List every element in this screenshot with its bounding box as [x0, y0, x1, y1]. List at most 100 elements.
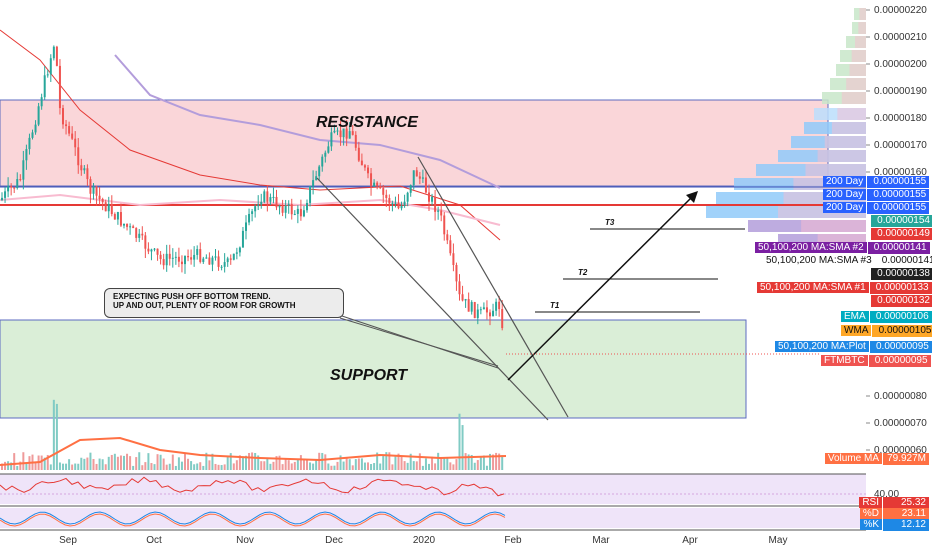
volume-bar [217, 464, 220, 470]
candle-body [55, 46, 58, 66]
volume-bar [275, 456, 278, 470]
candle-body [37, 106, 40, 125]
volume-bar [482, 455, 485, 470]
candle-body [165, 253, 168, 266]
indicator-tag-label: %D [859, 508, 882, 519]
volume-bar [382, 455, 385, 470]
volume-bar [65, 463, 68, 470]
candle-body [278, 205, 281, 208]
candle-body [418, 176, 421, 179]
volume-bar [116, 456, 119, 470]
price-tick-label: 0.00000170 [874, 140, 927, 151]
volume-bar [180, 461, 183, 470]
price-tag-label: FTMBTC [821, 355, 868, 366]
candle-body [52, 46, 55, 59]
candle-body [467, 299, 470, 312]
volume-bar [132, 465, 135, 470]
price-tag: 0.00000149 [868, 228, 932, 240]
volume-bar [141, 465, 144, 470]
volume-bar [446, 457, 449, 470]
volume-bar [193, 464, 196, 470]
wedge-upper-line [417, 156, 569, 418]
volume-bar [46, 454, 49, 470]
volume-bar [434, 463, 437, 470]
candle-body [284, 205, 287, 213]
candle-body [4, 191, 7, 198]
volume-bar [153, 464, 156, 470]
candle-body [501, 309, 504, 329]
volume-bar [226, 457, 229, 470]
price-tag: 0.00000154 [868, 215, 932, 227]
candle-body [437, 210, 440, 212]
candle-body [415, 170, 418, 177]
price-tag-value: 0.00000155 [867, 189, 930, 201]
candle-body [251, 211, 254, 214]
candle-body [232, 253, 235, 260]
candle-body [424, 177, 427, 193]
candle-body [382, 188, 385, 195]
volume-bar [101, 459, 104, 470]
volume-bar [397, 453, 400, 470]
volume-bar [110, 454, 113, 470]
candle-body [263, 191, 266, 202]
indicator-tag-value: 12.12 [883, 519, 929, 531]
volume-bar [177, 457, 180, 470]
candle-body [65, 124, 68, 127]
price-tick-label: 0.00000210 [874, 32, 927, 43]
volume-bar [418, 453, 421, 470]
volume-bar [492, 454, 495, 470]
price-tag: 50,100,200 MA:SMA #2 0.00000141 [752, 242, 932, 254]
candle-body [168, 253, 171, 259]
volume-bar [498, 453, 501, 470]
candle-body [248, 213, 251, 223]
indicator-tag-label: Volume MA [824, 453, 882, 464]
volume-bar [150, 463, 153, 470]
volume-bar [7, 461, 10, 470]
candle-body [269, 197, 272, 202]
target-label-t2: T2 [578, 268, 588, 277]
volume-bar [104, 464, 107, 470]
volume-bar [263, 461, 266, 470]
ma-purple-line [114, 54, 501, 189]
candle-body [345, 128, 348, 139]
candle-body [455, 265, 458, 282]
candle-body [119, 212, 122, 226]
volume-bar [171, 454, 174, 470]
indicator-tag: %D 23.11 [846, 508, 932, 520]
volume-profile-bar [837, 108, 866, 120]
price-tag: FTMBTC 0.00000095 [818, 355, 932, 367]
candle-body [89, 179, 92, 194]
candle-body [83, 168, 86, 171]
volume-bar [4, 461, 7, 470]
volume-bar [452, 464, 455, 470]
volume-bar [232, 463, 235, 470]
volume-bar [254, 452, 257, 470]
volume-bar [421, 465, 424, 470]
stoch-d-line [0, 513, 506, 527]
candle-body [385, 194, 388, 199]
volume-bar [299, 455, 302, 470]
price-tag-label: 50,100,200 MA:SMA #1 [757, 282, 869, 293]
candle-body [238, 247, 241, 253]
volume-ma-line [0, 436, 507, 466]
indicator-tag-value: 79.927M [883, 453, 929, 465]
volume-bar [89, 452, 92, 470]
candle-body [110, 203, 113, 215]
volume-profile-bar [801, 220, 866, 232]
candle-body [95, 186, 98, 196]
volume-bar [184, 453, 186, 470]
volume-profile-bar [805, 164, 866, 176]
volume-bar [223, 464, 226, 470]
candle-body [129, 226, 132, 228]
volume-bar [467, 454, 470, 470]
price-tick-label: 0.00000060 [874, 445, 927, 456]
candle-body [336, 130, 339, 132]
candle-body [208, 257, 211, 265]
candle-body [107, 203, 110, 212]
indicator-tag: Volume MA 79.927M [806, 453, 932, 465]
candle-body [74, 138, 77, 148]
indicator-tag-label: %K [860, 519, 882, 530]
indicator-tag: %K 12.12 [846, 519, 932, 531]
